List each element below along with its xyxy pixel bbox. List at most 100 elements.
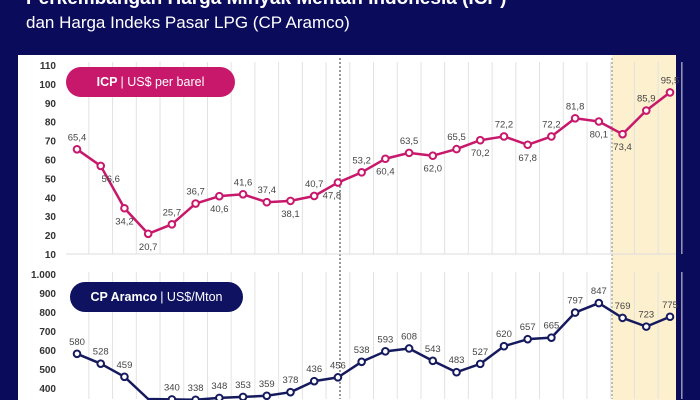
icp-y-tick: 100 [39, 80, 56, 91]
aramco-data-point [333, 373, 343, 382]
aramco-y-tick: 400 [39, 384, 56, 395]
aramco-data-point [594, 298, 604, 308]
aramco-data-point [475, 359, 485, 369]
icp-data-label: 53,2 [352, 155, 371, 166]
icp-data-point [665, 88, 675, 97]
aramco-data-point [547, 333, 556, 342]
icp-data-label: 95,5 [661, 75, 680, 86]
aramco-legend-unit: US$/Mton [166, 290, 223, 304]
aramco-y-tick: 600 [39, 346, 56, 357]
aramco-legend-name: CP Aramco [90, 290, 158, 304]
icp-data-point [428, 151, 438, 161]
icp-y-tick: 40 [45, 193, 57, 204]
icp-data-label: 25,7 [163, 207, 182, 218]
aramco-data-label: 348 [211, 381, 227, 392]
aramco-data-label: 436 [306, 364, 322, 375]
icp-data-label: 73,4 [613, 142, 632, 153]
highlight-region [612, 55, 676, 400]
icp-data-label: 20,7 [139, 242, 158, 253]
chart-panel [18, 55, 676, 400]
icp-y-tick: 90 [45, 99, 57, 110]
icp-y-tick: 10 [45, 250, 57, 261]
aramco-data-label: 593 [377, 334, 393, 345]
icp-data-label: 37,4 [258, 185, 277, 196]
icp-data-point [570, 113, 580, 123]
aramco-data-label: 723 [638, 310, 654, 321]
chart-title: Perkembangan Harga Minyak Mentah Indones… [26, 0, 506, 10]
aramco-data-label: 665 [543, 321, 559, 332]
aramco-data-point [523, 334, 532, 344]
aramco-data-label: 483 [449, 355, 465, 366]
icp-data-point [238, 189, 248, 199]
aramco-data-label: 657 [520, 322, 536, 333]
aramco-y-tick: 1.000 [31, 270, 56, 281]
aramco-data-point [309, 376, 319, 386]
icp-y-tick: 60 [45, 156, 57, 167]
aramco-data-label: 456 [330, 360, 346, 371]
icp-data-label: 40,7 [305, 179, 324, 190]
legend-separator: | [120, 75, 128, 89]
icp-data-label: 60,4 [376, 167, 395, 178]
aramco-data-point [381, 347, 390, 356]
aramco-data-point [665, 312, 675, 322]
icp-legend-name: ICP [96, 75, 118, 89]
aramco-y-tick: 500 [39, 365, 56, 376]
icp-data-point [523, 140, 532, 150]
icp-legend-pill: ICP | US$ per barel [66, 67, 235, 97]
icp-data-label: 81,8 [566, 101, 585, 112]
icp-legend-unit: US$ per barel [127, 75, 205, 89]
aramco-data-point [215, 393, 224, 400]
icp-data-label: 67,8 [518, 153, 537, 164]
icp-data-point [215, 191, 224, 201]
aramco-data-label: 580 [69, 337, 85, 348]
aramco-data-point [428, 356, 438, 366]
aramco-data-point [452, 367, 461, 377]
aramco-data-label: 620 [496, 329, 512, 340]
icp-y-tick: 20 [45, 231, 57, 242]
aramco-data-point [72, 349, 82, 359]
icp-data-label: 41,6 [234, 177, 253, 188]
icp-data-point [309, 191, 319, 201]
icp-data-label: 56,6 [101, 174, 120, 185]
chart-subtitle: dan Harga Indeks Pasar LPG (CP Aramco) [26, 13, 350, 32]
icp-data-point [143, 229, 153, 239]
icp-y-tick: 70 [45, 137, 57, 148]
aramco-data-label: 338 [188, 383, 204, 394]
icp-data-point [641, 106, 651, 115]
aramco-data-point [499, 341, 509, 351]
icp-data-label: 65,5 [447, 132, 466, 143]
icp-y-tick: 80 [45, 118, 57, 129]
aramco-data-point [96, 359, 106, 368]
icp-data-label: 40,6 [210, 204, 229, 215]
aramco-data-label: 459 [117, 360, 133, 371]
aramco-data-point [404, 344, 414, 353]
aramco-legend-pill: CP Aramco | US$/Mton [70, 282, 243, 312]
icp-data-point [167, 220, 177, 229]
icp-data-point [499, 132, 509, 141]
aramco-data-point [570, 308, 580, 317]
icp-y-tick: 50 [45, 174, 57, 185]
icp-data-point [72, 144, 82, 154]
icp-data-point [475, 135, 485, 145]
icp-y-tick: 110 [40, 61, 57, 72]
aramco-data-label: 775 [662, 300, 678, 311]
icp-data-point [191, 199, 200, 208]
icp-data-label: 70,2 [471, 148, 490, 159]
aramco-data-point [238, 392, 248, 400]
aramco-data-label: 543 [425, 344, 441, 355]
aramco-data-label: 527 [472, 347, 488, 358]
icp-data-point [618, 129, 627, 139]
icp-data-point [333, 178, 343, 187]
icp-data-point [594, 117, 604, 126]
aramco-data-point [618, 313, 627, 323]
icp-data-label: 38,1 [281, 209, 300, 220]
icp-data-point [547, 132, 556, 141]
aramco-data-point [120, 372, 129, 382]
icp-data-label: 36,7 [186, 187, 205, 198]
aramco-data-point [167, 395, 177, 400]
aramco-data-point [262, 391, 272, 400]
icp-data-label: 47,8 [323, 191, 342, 202]
icp-data-point [452, 144, 461, 154]
icp-data-label: 62,0 [424, 164, 443, 175]
